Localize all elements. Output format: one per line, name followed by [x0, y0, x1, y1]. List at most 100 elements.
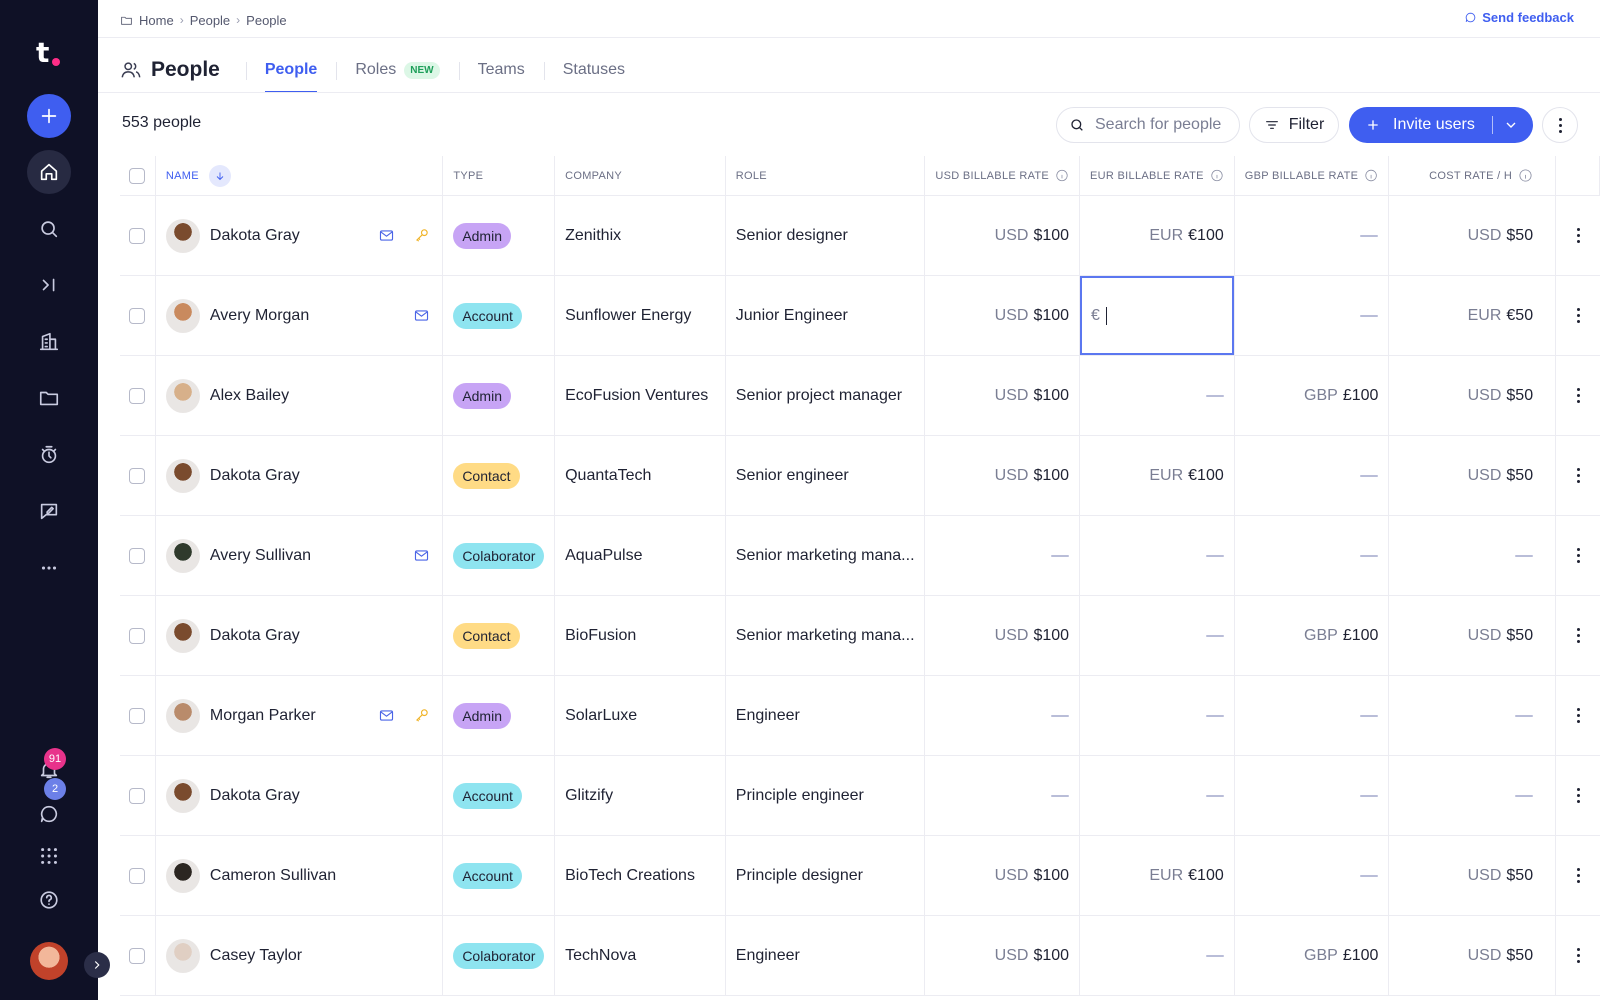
eur-rate-cell[interactable] [1080, 356, 1235, 435]
name-cell[interactable]: Dakota Gray [156, 196, 444, 275]
row-menu-button[interactable] [1576, 708, 1580, 723]
nav-collapse[interactable] [27, 263, 71, 307]
eur-rate-cell[interactable] [1080, 516, 1235, 595]
row-checkbox[interactable] [129, 627, 146, 644]
row-checkbox[interactable] [129, 707, 146, 724]
table-row[interactable]: Dakota Gray Contact QuantaTech Senior en… [120, 436, 1600, 516]
cost-rate-cell[interactable] [1389, 756, 1557, 835]
column-header-name[interactable]: NAME [156, 156, 444, 195]
name-cell[interactable]: Avery Morgan [156, 276, 444, 355]
cost-rate-cell[interactable]: USD $50 [1389, 916, 1557, 995]
row-checkbox[interactable] [129, 947, 146, 964]
name-cell[interactable]: Cameron Sullivan [156, 836, 444, 915]
row-menu-button[interactable] [1576, 868, 1580, 883]
user-avatar[interactable] [30, 942, 68, 980]
row-checkbox[interactable] [129, 387, 146, 404]
key-icon[interactable] [413, 227, 430, 244]
usd-rate-cell[interactable]: USD $100 [925, 276, 1081, 355]
table-row[interactable]: Dakota Gray Account Glitzify Principle e… [120, 756, 1600, 836]
nav-feedback[interactable] [27, 489, 71, 533]
gbp-rate-cell[interactable] [1235, 436, 1390, 515]
person-name[interactable]: Dakota Gray [209, 626, 300, 644]
column-header-usd-rate[interactable]: USD BILLABLE RATE [925, 156, 1081, 195]
name-cell[interactable]: Dakota Gray [156, 756, 444, 835]
info-icon[interactable] [1055, 168, 1069, 183]
person-name[interactable]: Casey Taylor [209, 946, 303, 964]
row-menu-button[interactable] [1576, 788, 1580, 803]
mail-icon[interactable] [413, 307, 430, 324]
column-header-eur-rate[interactable]: EUR BILLABLE RATE [1080, 156, 1235, 195]
column-header-type[interactable]: TYPE [443, 156, 556, 195]
row-menu-button[interactable] [1576, 548, 1580, 563]
filter-button[interactable]: Filter [1249, 107, 1339, 143]
app-logo[interactable]: t [36, 36, 66, 70]
name-cell[interactable]: Dakota Gray [156, 436, 444, 515]
name-cell[interactable]: Dakota Gray [156, 596, 444, 675]
info-icon[interactable] [1518, 168, 1533, 183]
gbp-rate-cell[interactable] [1235, 756, 1390, 835]
name-cell[interactable]: Morgan Parker [156, 676, 444, 755]
table-row[interactable]: Avery Morgan Account Sunflower Energy Ju… [120, 276, 1600, 356]
person-name[interactable]: Alex Bailey [209, 386, 290, 404]
column-header-gbp-rate[interactable]: GBP BILLABLE RATE [1235, 156, 1390, 195]
usd-rate-cell[interactable]: USD $100 [925, 916, 1081, 995]
chevron-down-icon[interactable] [1503, 117, 1519, 133]
cost-rate-cell[interactable] [1389, 516, 1557, 595]
usd-rate-cell[interactable]: USD $100 [925, 196, 1081, 275]
row-checkbox[interactable] [129, 787, 146, 804]
usd-rate-cell[interactable]: USD $100 [925, 436, 1081, 515]
usd-rate-cell[interactable]: USD $100 [925, 596, 1081, 675]
row-menu-button[interactable] [1576, 468, 1580, 483]
cost-rate-cell[interactable]: USD $50 [1389, 356, 1557, 435]
nav-home[interactable] [27, 150, 71, 194]
info-icon[interactable] [1364, 168, 1378, 183]
eur-rate-cell[interactable] [1080, 756, 1235, 835]
table-row[interactable]: Cameron Sullivan Account BioTech Creatio… [120, 836, 1600, 916]
send-feedback-link[interactable]: Send feedback [1464, 10, 1574, 25]
eur-rate-cell[interactable]: EUR €100 [1080, 436, 1235, 515]
gbp-rate-cell[interactable] [1235, 836, 1390, 915]
cost-rate-cell[interactable]: USD $50 [1389, 196, 1557, 275]
table-row[interactable]: Morgan Parker Admin SolarLuxe Engineer [120, 676, 1600, 756]
more-options-button[interactable] [1542, 107, 1578, 143]
eur-rate-cell[interactable]: € [1080, 276, 1235, 355]
person-name[interactable]: Dakota Gray [209, 466, 300, 484]
breadcrumb-people[interactable]: People [189, 12, 231, 28]
eur-rate-cell[interactable] [1080, 676, 1235, 755]
name-cell[interactable]: Casey Taylor [156, 916, 444, 995]
usd-rate-cell[interactable]: USD $100 [925, 836, 1081, 915]
person-name[interactable]: Morgan Parker [209, 706, 316, 724]
nav-help[interactable] [27, 878, 71, 922]
row-menu-button[interactable] [1576, 388, 1580, 403]
usd-rate-cell[interactable]: USD $100 [925, 356, 1081, 435]
row-menu-button[interactable] [1576, 308, 1580, 323]
row-menu-button[interactable] [1576, 948, 1580, 963]
tab-teams[interactable]: Teams [458, 48, 544, 92]
row-checkbox[interactable] [129, 307, 146, 324]
tab-roles[interactable]: Roles NEW [336, 48, 458, 92]
cost-rate-cell[interactable]: EUR €50 [1389, 276, 1557, 355]
search-input[interactable]: Search for people [1056, 107, 1240, 143]
key-icon[interactable] [413, 707, 430, 724]
cost-rate-cell[interactable]: USD $50 [1389, 836, 1557, 915]
nav-time[interactable] [27, 433, 71, 477]
name-cell[interactable]: Avery Sullivan [156, 516, 444, 595]
eur-rate-cell[interactable]: EUR €100 [1080, 836, 1235, 915]
info-icon[interactable] [1210, 168, 1224, 183]
row-checkbox[interactable] [129, 227, 146, 244]
sort-button[interactable] [208, 164, 231, 187]
column-header-role[interactable]: ROLE [726, 156, 926, 195]
breadcrumb-home[interactable]: Home [139, 12, 174, 28]
cost-rate-cell[interactable]: USD $50 [1389, 596, 1557, 675]
person-name[interactable]: Avery Morgan [209, 306, 310, 324]
person-name[interactable]: Avery Sullivan [209, 546, 312, 564]
eur-rate-cell[interactable]: EUR €100 [1080, 196, 1235, 275]
row-menu-button[interactable] [1576, 628, 1580, 643]
usd-rate-cell[interactable] [925, 756, 1081, 835]
gbp-rate-cell[interactable]: GBP £100 [1235, 916, 1390, 995]
mail-icon[interactable] [378, 227, 395, 244]
person-name[interactable]: Dakota Gray [209, 786, 300, 804]
add-button[interactable] [27, 94, 71, 138]
nav-apps[interactable] [27, 834, 71, 878]
row-checkbox[interactable] [129, 867, 146, 884]
